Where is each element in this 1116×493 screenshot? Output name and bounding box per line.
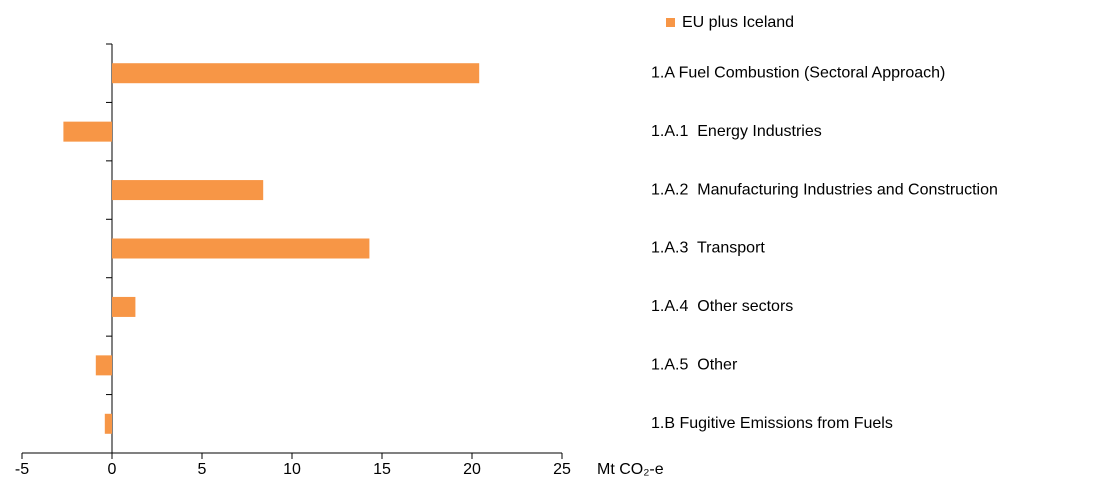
- bar: [104, 413, 112, 434]
- category-label: 1.A Fuel Combustion (Sectoral Approach): [651, 64, 945, 81]
- category-label: 1.B Fugitive Emissions from Fuels: [651, 415, 893, 432]
- legend-swatch: [666, 18, 675, 27]
- bar: [63, 121, 112, 142]
- x-tick-label: -5: [15, 461, 29, 478]
- bar: [95, 355, 112, 376]
- bar: [112, 238, 370, 259]
- category-label: 1.A.3 Transport: [651, 240, 765, 257]
- bar: [112, 296, 136, 317]
- x-tick-label: 5: [198, 461, 207, 478]
- category-label: 1.A.2 Manufacturing Industries and Const…: [651, 181, 998, 198]
- x-tick-label: 0: [108, 461, 117, 478]
- bar: [112, 63, 480, 84]
- category-label: 1.A.5 Other: [651, 357, 738, 374]
- legend-label: EU plus Iceland: [682, 14, 794, 31]
- x-tick-label: 20: [463, 461, 481, 478]
- bar: [112, 180, 264, 201]
- category-label: 1.A.4 Other sectors: [651, 298, 793, 315]
- category-label: 1.A.1 Energy Industries: [651, 123, 822, 140]
- x-axis-label: Mt CO₂-e: [597, 461, 664, 478]
- x-tick-label: 10: [283, 461, 301, 478]
- x-tick-label: 15: [373, 461, 391, 478]
- x-tick-label: 25: [553, 461, 571, 478]
